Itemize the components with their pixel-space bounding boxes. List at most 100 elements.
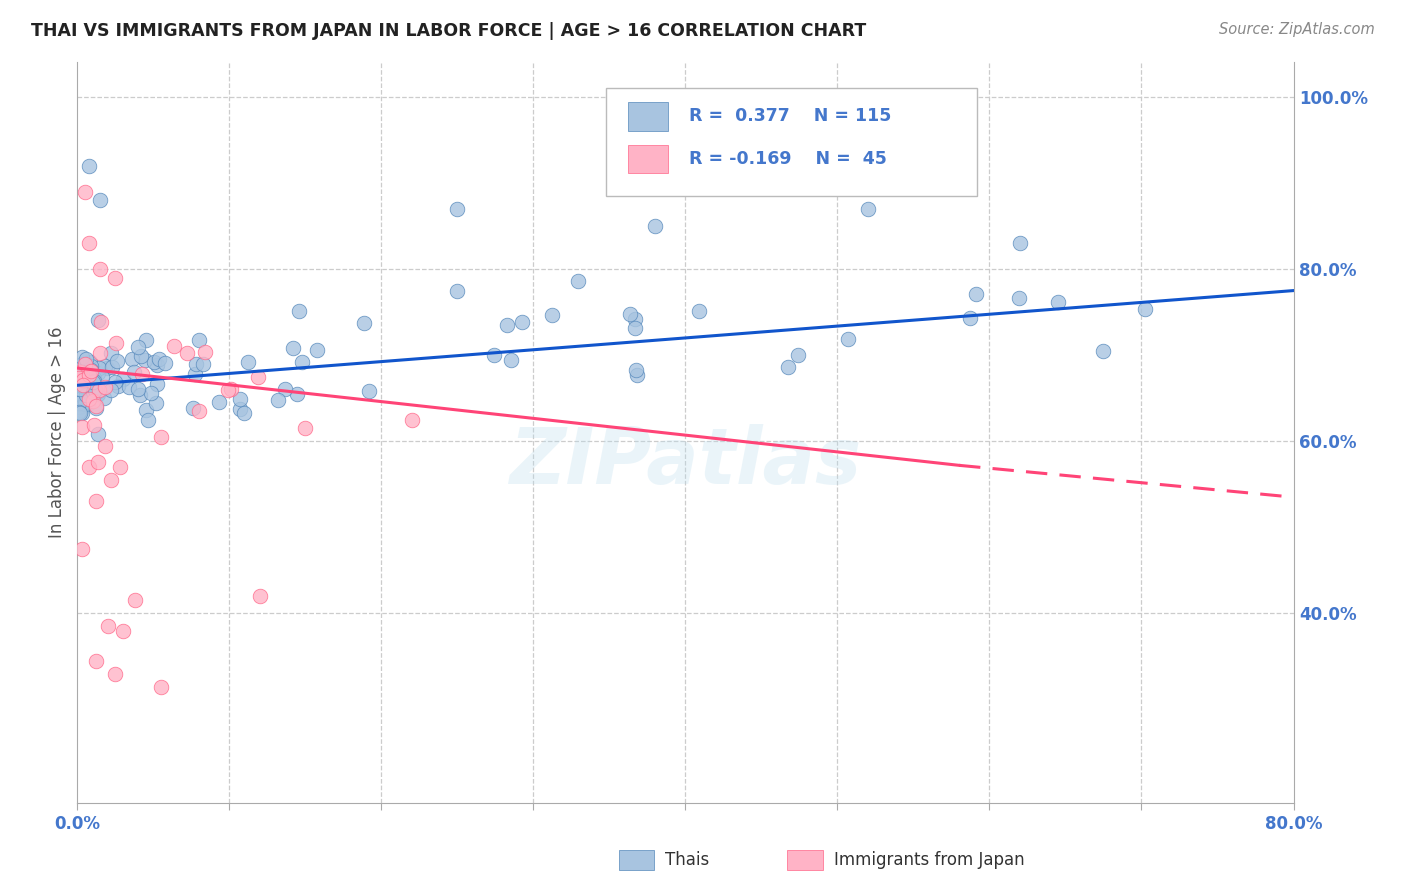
Point [188, 404, 211, 418]
Point [249, 589, 271, 603]
Point [129, 388, 152, 402]
Point [75, 357, 97, 371]
Point [67, 370, 90, 384]
Point [73, 373, 96, 387]
Text: R = -0.169    N =  45: R = -0.169 N = 45 [689, 150, 887, 168]
Point [219, 382, 242, 396]
Point [96, 361, 118, 376]
Point [118, 380, 141, 394]
FancyBboxPatch shape [606, 88, 977, 195]
Point [482, 349, 505, 363]
Point [1091, 344, 1114, 359]
Point [285, 386, 308, 401]
Point [70, 394, 93, 409]
Point [97, 619, 120, 633]
Point [82, 394, 104, 409]
Point [153, 356, 176, 370]
Point [77, 396, 100, 410]
Point [79, 392, 101, 406]
Point [141, 385, 163, 400]
Point [134, 353, 156, 368]
Point [89, 346, 111, 360]
Point [184, 357, 207, 371]
Point [69, 372, 91, 386]
Point [122, 365, 145, 379]
Point [94, 359, 117, 374]
Point [79, 460, 101, 475]
Point [208, 394, 231, 409]
Point [619, 307, 641, 321]
Point [181, 401, 204, 415]
Point [70, 420, 93, 434]
Point [67, 395, 90, 409]
Point [89, 193, 111, 207]
Point [67, 361, 90, 376]
Point [146, 358, 169, 372]
Point [353, 316, 375, 330]
Point [84, 494, 107, 508]
Point [288, 304, 311, 318]
Point [69, 406, 91, 420]
Text: THAI VS IMMIGRANTS FROM JAPAN IN LABOR FORCE | AGE > 16 CORRELATION CHART: THAI VS IMMIGRANTS FROM JAPAN IN LABOR F… [31, 22, 866, 40]
Point [87, 455, 110, 469]
Point [75, 381, 97, 395]
Point [80, 359, 103, 373]
Point [87, 366, 110, 380]
Point [624, 363, 647, 377]
Point [70, 407, 93, 421]
Point [112, 372, 135, 386]
Point [837, 332, 859, 346]
Point [100, 383, 122, 397]
Point [294, 421, 316, 435]
Point [100, 346, 122, 360]
Point [90, 314, 112, 328]
Point [70, 403, 93, 417]
Point [143, 355, 166, 369]
Point [281, 341, 304, 355]
Point [965, 286, 987, 301]
Point [146, 376, 169, 391]
Point [305, 343, 328, 358]
Point [149, 430, 172, 444]
Point [626, 368, 648, 383]
Point [131, 367, 153, 381]
Text: Immigrants from Japan: Immigrants from Japan [834, 851, 1025, 869]
Point [73, 185, 96, 199]
Point [83, 370, 105, 384]
Point [87, 313, 110, 327]
Point [108, 460, 131, 475]
Point [79, 355, 101, 369]
Point [751, 167, 773, 181]
Point [127, 340, 149, 354]
Point [1047, 295, 1070, 310]
Text: Thais: Thais [665, 851, 709, 869]
Point [233, 406, 256, 420]
Point [84, 401, 107, 415]
Point [72, 378, 94, 392]
Point [75, 388, 97, 402]
Point [83, 384, 105, 399]
Bar [628, 145, 668, 173]
Point [229, 401, 252, 416]
Point [688, 304, 710, 318]
Point [87, 384, 110, 399]
Point [567, 274, 589, 288]
Point [70, 357, 93, 371]
Point [104, 666, 127, 681]
Point [101, 360, 124, 375]
Point [111, 624, 134, 638]
Point [87, 360, 110, 375]
Point [107, 379, 129, 393]
Bar [628, 103, 668, 130]
Point [446, 285, 468, 299]
Y-axis label: In Labor Force | Age > 16: In Labor Force | Age > 16 [48, 326, 66, 539]
Point [1133, 301, 1156, 316]
Point [72, 373, 94, 387]
Point [188, 333, 211, 347]
Point [70, 365, 93, 379]
Point [79, 363, 101, 377]
Point [87, 387, 110, 401]
Point [83, 374, 105, 388]
Point [1008, 291, 1031, 305]
Point [266, 393, 288, 408]
